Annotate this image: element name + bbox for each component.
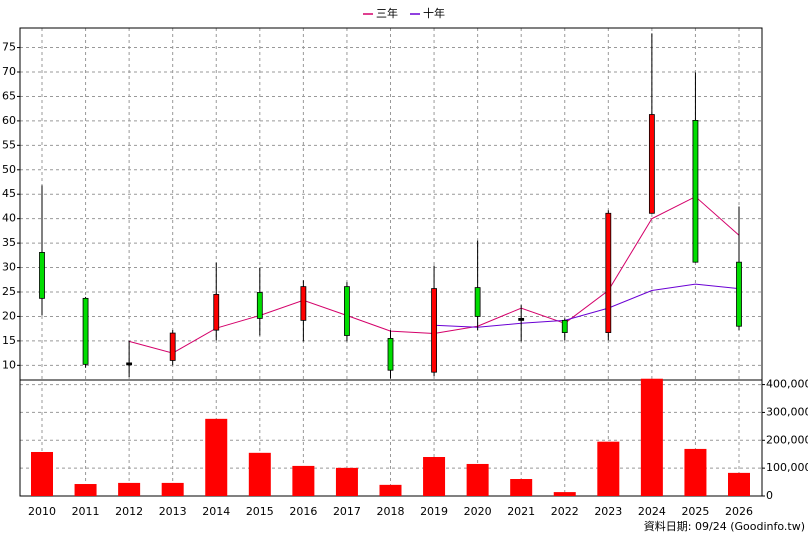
x-tick-label: 2018 <box>377 505 405 518</box>
line-series <box>434 283 740 328</box>
volume-bar <box>31 451 53 496</box>
volume-bar <box>597 441 620 496</box>
candle-body <box>605 212 612 333</box>
volume-bar <box>118 482 141 496</box>
volume-bar <box>728 472 750 496</box>
volume-bar <box>74 484 97 496</box>
footer: 資料日期: 09/24 (Goodinfo.tw) <box>644 519 805 533</box>
y-tick-label: 30 <box>2 261 16 274</box>
y2-tick-label: 200,000 <box>766 433 808 446</box>
y-tick-label: 10 <box>2 358 16 371</box>
candle-body <box>169 332 176 361</box>
candle-body <box>126 362 133 366</box>
x-tick-label: 2013 <box>159 505 187 518</box>
x-tick-label: 2023 <box>594 505 622 518</box>
x-tick-label: 2012 <box>115 505 143 518</box>
volume-bar <box>292 465 315 496</box>
y2-tick-label: 400,000 <box>766 378 808 391</box>
volume-bar <box>466 463 489 496</box>
y-tick-label: 55 <box>2 138 16 151</box>
volume-bar <box>205 418 228 496</box>
candle-body <box>736 261 742 327</box>
candle-body <box>39 251 45 299</box>
candle-body <box>561 319 568 333</box>
x-tick-label: 2015 <box>246 505 274 518</box>
candle-body <box>648 114 655 214</box>
volume-bar <box>553 492 576 496</box>
y-tick-label: 60 <box>2 114 16 127</box>
volume-bar <box>423 457 446 496</box>
candle-body <box>82 297 89 365</box>
candle-body <box>518 317 525 321</box>
volume-bar <box>684 448 707 496</box>
x-tick-label: 2024 <box>638 505 666 518</box>
y-tick-label: 65 <box>2 89 16 102</box>
candle-body <box>387 338 394 371</box>
y-tick-label: 25 <box>2 285 16 298</box>
x-tick-label: 2021 <box>507 505 535 518</box>
y2-tick-label: 300,000 <box>766 405 808 418</box>
candle-body <box>213 294 220 331</box>
x-tick-label: 2025 <box>681 505 709 518</box>
x-tick-label: 2016 <box>289 505 317 518</box>
y2-tick-label: 100,000 <box>766 461 808 474</box>
x-tick-label: 2020 <box>464 505 492 518</box>
x-tick-label: 2026 <box>725 505 753 518</box>
volume-bar <box>640 378 663 496</box>
candle-body <box>431 288 437 373</box>
x-tick-label: 2022 <box>551 505 579 518</box>
volume-bar <box>335 467 358 496</box>
y-tick-label: 70 <box>2 65 16 78</box>
y-tick-label: 45 <box>2 187 16 200</box>
candle-body <box>256 292 263 319</box>
y-tick-label: 40 <box>2 212 16 225</box>
candle-body <box>300 286 307 321</box>
y-tick-label: 50 <box>2 163 16 176</box>
volume-bar <box>379 484 402 496</box>
y-tick-label: 35 <box>2 236 16 249</box>
volume-bar <box>161 482 184 496</box>
volume-bar <box>510 479 533 496</box>
x-tick-label: 2017 <box>333 505 361 518</box>
x-tick-label: 2019 <box>420 505 448 518</box>
y-tick-label: 20 <box>2 309 16 322</box>
candle-body <box>692 120 699 263</box>
y2-tick-label: 0 <box>766 489 773 502</box>
y-tick-label: 75 <box>2 41 16 54</box>
volume-bar <box>248 452 271 496</box>
x-tick-label: 2014 <box>202 505 230 518</box>
y-tick-label: 15 <box>2 334 16 347</box>
legend-label: 三年 <box>376 6 398 20</box>
x-tick-label: 2010 <box>28 505 56 518</box>
candle-body <box>344 286 350 336</box>
x-tick-label: 2011 <box>72 505 100 518</box>
candle-body <box>474 287 481 317</box>
legend-label: 十年 <box>423 6 445 20</box>
